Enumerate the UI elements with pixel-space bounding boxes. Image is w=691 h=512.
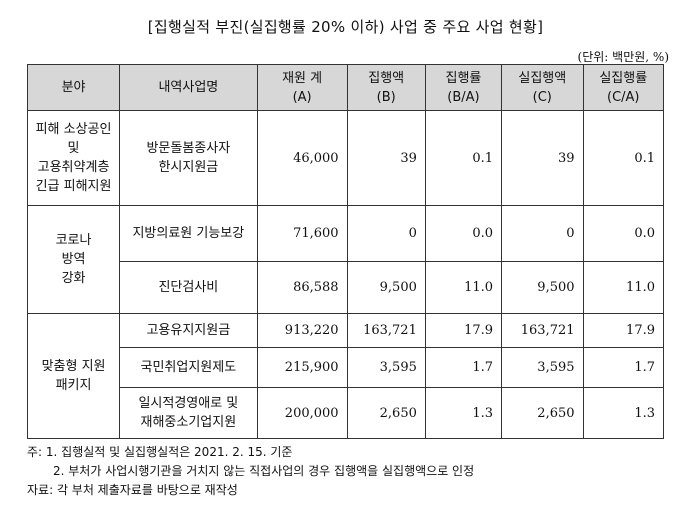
category-cell: 맞춤형 지원 패키지 bbox=[26, 313, 121, 439]
actual-rate-cell: 1.3 bbox=[582, 387, 665, 439]
project-name-cell: 지방의료원 기능보강 bbox=[119, 205, 258, 262]
footnote-1: 주: 1. 집행실적 및 실집행실적은 2021. 2. 15. 기준 bbox=[27, 445, 293, 459]
exec-cell: 2,650 bbox=[346, 387, 426, 439]
table-row: 코로나 방역 강화 지방의료원 기능보강 71,600 0 0.0 0 0.0 bbox=[26, 205, 665, 314]
header-exec: 집행액 (B) bbox=[346, 64, 426, 111]
exec-rate-cell: 0.1 bbox=[424, 110, 503, 206]
exec-cell: 9,500 bbox=[346, 261, 426, 314]
project-name-cell: 진단검사비 bbox=[119, 261, 258, 314]
exec-rate-cell: 17.9 bbox=[424, 313, 503, 348]
actual-cell: 9,500 bbox=[501, 261, 584, 314]
project-name-cell: 고용유지지원금 bbox=[119, 313, 258, 348]
exec-cell: 163,721 bbox=[346, 313, 426, 348]
actual-cell: 0 bbox=[501, 205, 584, 262]
actual-cell: 39 bbox=[501, 110, 584, 206]
project-name-cell: 국민취업지원제도 bbox=[119, 347, 258, 388]
footnotes: 주: 1. 집행실적 및 실집행실적은 2021. 2. 15. 기준 2. 부… bbox=[27, 443, 474, 500]
table-row: 진단검사비 86,588 9,500 11.0 9,500 11.0 bbox=[28, 261, 665, 314]
exec-cell: 39 bbox=[346, 110, 426, 206]
table-row: 일시적경영애로 및 재해중소기업지원 200,000 2,650 1.3 2,65… bbox=[28, 387, 665, 439]
exec-cell: 0 bbox=[346, 205, 426, 262]
header-project: 내역사업명 bbox=[119, 64, 258, 111]
exec-rate-cell: 1.7 bbox=[424, 347, 503, 388]
project-name-cell: 일시적경영애로 및 재해중소기업지원 bbox=[119, 387, 258, 439]
unit-label: (단위: 백만원, %) bbox=[577, 50, 669, 64]
project-name-cell: 방문돌봄종사자 한시지원금 bbox=[119, 110, 258, 206]
actual-rate-cell: 0.1 bbox=[582, 110, 665, 206]
actual-rate-cell: 0.0 bbox=[582, 205, 665, 262]
exec-rate-cell: 1.3 bbox=[424, 387, 503, 439]
actual-rate-cell: 1.7 bbox=[582, 347, 665, 388]
header-category: 분야 bbox=[26, 64, 121, 111]
header-actual: 실집행액 (C) bbox=[501, 64, 584, 111]
project-status-table: 분야 내역사업명 재원 계 (A) 집행액 (B) 집행률 (B/A) 실집행액 (C)… bbox=[26, 64, 665, 439]
source-note: 자료: 각 부처 제출자료를 바탕으로 재작성 bbox=[27, 483, 238, 497]
table-row: 맞춤형 지원 패키지 고용유지지원금 913,220 163,721 17.9 1… bbox=[26, 313, 665, 439]
actual-rate-cell: 11.0 bbox=[582, 261, 665, 314]
footnote-2: 2. 부처가 사업시행기관을 거치지 않는 직접사업의 경우 집행액을 실집행액… bbox=[53, 464, 475, 478]
header-budget: 재원 계 (A) bbox=[256, 64, 348, 111]
budget-cell: 71,600 bbox=[256, 205, 348, 262]
actual-rate-cell: 17.9 bbox=[582, 313, 665, 348]
exec-cell: 3,595 bbox=[346, 347, 426, 388]
budget-cell: 200,000 bbox=[256, 387, 348, 439]
category-cell: 피해 소상공인 및 고용취약계층 긴급 피해지원 bbox=[26, 110, 121, 206]
budget-cell: 86,588 bbox=[256, 261, 348, 314]
exec-rate-cell: 0.0 bbox=[424, 205, 503, 262]
budget-cell: 913,220 bbox=[256, 313, 348, 348]
actual-cell: 163,721 bbox=[501, 313, 584, 348]
budget-cell: 215,900 bbox=[256, 347, 348, 388]
header-row: 분야 내역사업명 재원 계 (A) 집행액 (B) 집행률 (B/A) 실집행액 (C)… bbox=[26, 64, 665, 111]
table-row: 국민취업지원제도 215,900 3,595 1.7 3,595 1.7 bbox=[28, 347, 665, 388]
actual-cell: 3,595 bbox=[501, 347, 584, 388]
header-actual-rate: 실집행률 (C/A) bbox=[582, 64, 665, 111]
actual-cell: 2,650 bbox=[501, 387, 584, 439]
category-cell: 코로나 방역 강화 bbox=[26, 205, 121, 314]
budget-cell: 46,000 bbox=[256, 110, 348, 206]
table-title: [집행실적 부진(실집행률 20% 이하) 사업 중 주요 사업 현황] bbox=[147, 18, 544, 36]
table-row: 피해 소상공인 및 고용취약계층 긴급 피해지원 방문돌봄종사자 한시지원금 46,00… bbox=[26, 110, 665, 206]
exec-rate-cell: 11.0 bbox=[424, 261, 503, 314]
header-exec-rate: 집행률 (B/A) bbox=[424, 64, 503, 111]
